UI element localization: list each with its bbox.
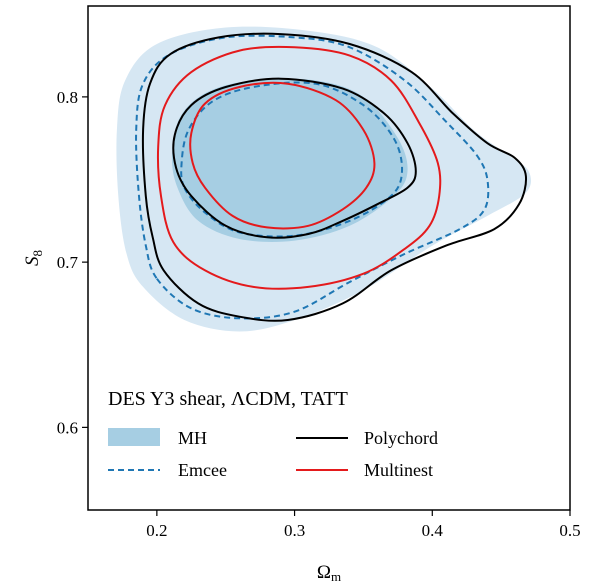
legend-entry-polychord: Polychord <box>296 428 438 448</box>
legend-title: DES Y3 shear, ΛCDM, TATT <box>108 388 348 410</box>
legend-entry-multinest: Multinest <box>296 460 433 480</box>
polychord-contour-95 <box>141 32 528 322</box>
x-tick-label: 0.4 <box>422 521 444 540</box>
y-tick-label: 0.8 <box>57 88 78 107</box>
multinest-contour-68 <box>189 81 376 230</box>
y-tick-label: 0.6 <box>57 418 78 437</box>
multinest-contour-95 <box>156 45 442 290</box>
emcee-contour-68 <box>180 81 404 238</box>
series-multinest <box>156 45 442 290</box>
legend-entry-emcee: Emcee <box>108 460 227 480</box>
emcee-contour-95 <box>135 34 490 320</box>
contour-layer <box>116 26 532 332</box>
y-axis-label: S8 <box>22 250 45 266</box>
axes: 0.2 0.3 0.4 0.5 0.6 0.7 0.8 Ωm S8 <box>22 5 581 584</box>
legend: DES Y3 shear, ΛCDM, TATT MH Emcee Polychord… <box>108 388 438 480</box>
legend-label: Multinest <box>364 460 433 480</box>
x-tick-label: 0.2 <box>146 521 167 540</box>
legend-label: Emcee <box>178 460 227 480</box>
series-emcee <box>135 34 490 320</box>
legend-entry-mh: MH <box>108 428 207 448</box>
legend-label: MH <box>178 428 207 448</box>
polychord-contour-68 <box>172 77 417 239</box>
series-polychord <box>141 32 528 322</box>
legend-label: Polychord <box>364 428 438 448</box>
y-tick-label: 0.7 <box>57 253 79 272</box>
legend-swatch <box>108 428 160 446</box>
plot-frame <box>87 5 571 511</box>
series-mh <box>116 26 532 332</box>
x-tick-label: 0.5 <box>559 521 580 540</box>
x-tick-label: 0.3 <box>284 521 305 540</box>
x-axis-label: Ωm <box>317 562 341 584</box>
mh-contour-68 <box>171 78 408 242</box>
